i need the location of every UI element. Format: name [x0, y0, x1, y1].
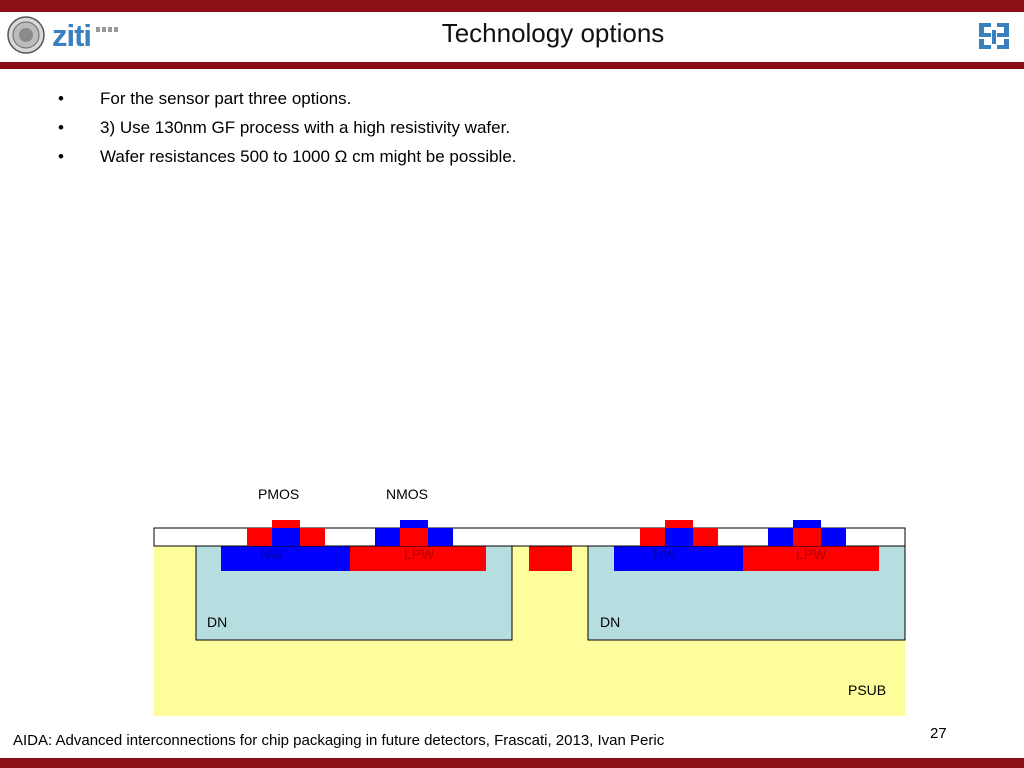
slide-title: Technology options	[441, 18, 665, 48]
bullet-list: • For the sensor part three options. • 3) …	[58, 84, 517, 171]
nwell-1	[221, 542, 350, 571]
pmos-gate-2	[665, 520, 693, 528]
institute-logo-icon	[977, 19, 1011, 53]
footer-citation: AIDA: Advanced interconnections for chip…	[13, 732, 665, 749]
ziti-logo: ziti	[52, 18, 92, 53]
header-divider-bar	[0, 62, 1024, 69]
top-header-bar	[0, 0, 1024, 12]
lpw-label-2: LPW	[796, 546, 827, 562]
psub-label: PSUB	[848, 682, 886, 698]
substrate-contact	[529, 542, 572, 571]
nwell-2	[614, 542, 743, 571]
nmos-gate-1	[400, 520, 428, 528]
pmos-gate-1	[272, 520, 300, 528]
nmos-channel-2	[793, 528, 821, 546]
pmos-gate-region-1	[272, 528, 300, 546]
pwell-2	[743, 542, 879, 571]
nmos-gate-2	[793, 520, 821, 528]
university-seal-icon	[7, 16, 45, 54]
bottom-footer-bar	[0, 758, 1024, 768]
pwell-1	[350, 542, 486, 571]
nw-label-2: NW	[653, 546, 677, 562]
bullet-item: • 3) Use 130nm GF process with a high res…	[58, 118, 511, 137]
cmos-cross-section-diagram: PMOS NMOS NW LPW NW LPW DN DN PSUB	[153, 486, 906, 716]
nmos-label: NMOS	[386, 486, 428, 502]
pmos-label: PMOS	[258, 486, 299, 502]
lpw-label-1: LPW	[404, 546, 435, 562]
pmos-gate-region-2	[665, 528, 693, 546]
page-number: 27	[930, 725, 947, 742]
bullet-item: • For the sensor part three options.	[58, 89, 352, 108]
logo-dots-icon	[96, 27, 118, 32]
dn-label-2: DN	[600, 614, 620, 630]
nw-label-1: NW	[260, 546, 284, 562]
bullet-item: • Wafer resistances 500 to 1000 Ω cm migh…	[58, 147, 517, 166]
nmos-channel-1	[400, 528, 428, 546]
dn-label-1: DN	[207, 614, 227, 630]
